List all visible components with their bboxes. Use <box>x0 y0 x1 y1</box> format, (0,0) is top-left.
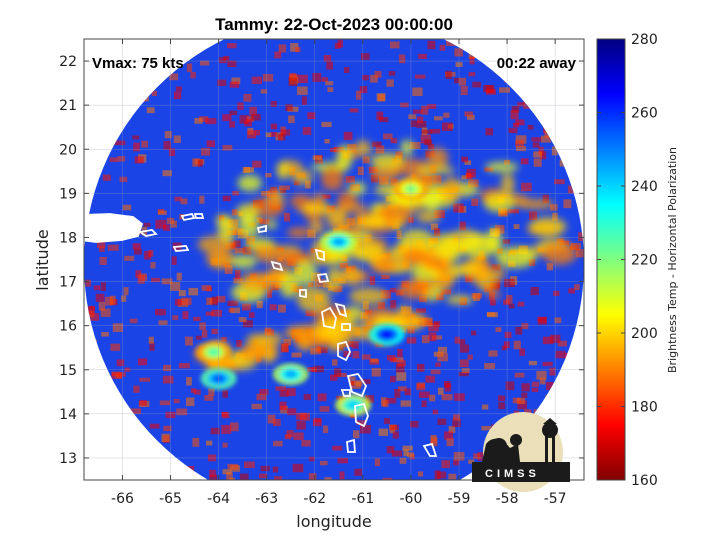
cold-cell <box>320 230 357 253</box>
coastline <box>137 229 158 237</box>
x-tick-label: -64 <box>207 491 230 507</box>
coastline <box>270 260 284 272</box>
cold-cells <box>195 177 429 417</box>
y-tick-label: 20 <box>59 142 77 158</box>
coastline <box>321 306 337 330</box>
x-tick-label: -63 <box>255 491 278 507</box>
grid-lines <box>84 39 584 480</box>
colorbar-tick-label: 280 <box>631 32 658 48</box>
x-tick-label: -60 <box>399 491 422 507</box>
coastline <box>346 372 368 398</box>
y-tick-labels: 13 14 15 16 17 18 19 20 21 22 <box>59 54 77 467</box>
y-tick-label: 16 <box>59 319 77 335</box>
x-tick-label: -62 <box>303 491 326 507</box>
x-tick-labels: -66 -65 -64 -63 -62 -61 -60 -59 -58 -57 <box>111 491 567 507</box>
coastline <box>337 340 351 362</box>
vmax-annotation: Vmax: 75 kts <box>92 55 184 72</box>
coastline <box>341 323 351 331</box>
coastline <box>422 442 438 457</box>
coastline <box>180 212 196 222</box>
colorbar-label: Brightness Temp - Horizontal Polarizatio… <box>666 147 679 373</box>
cimss-logo: CIMSS <box>472 412 570 492</box>
y-tick-label: 18 <box>59 230 77 246</box>
coastline <box>354 402 369 428</box>
x-tick-label: -66 <box>111 491 134 507</box>
y-tick-label: 15 <box>59 363 77 379</box>
axis-ticks <box>84 39 584 480</box>
colorbar-tick-label: 200 <box>631 326 658 342</box>
colorbar-gradient <box>596 38 626 481</box>
y-tick-label: 17 <box>59 275 77 291</box>
coastline <box>172 245 190 252</box>
coastline <box>316 273 330 283</box>
y-axis-label: latitude <box>33 229 52 290</box>
x-tick-label: -57 <box>544 491 567 507</box>
x-tick-label: -61 <box>351 491 374 507</box>
x-axis-label: longitude <box>296 512 371 531</box>
coastline <box>314 248 325 262</box>
colorbar-tick-label: 220 <box>631 253 658 269</box>
coastline <box>193 213 205 219</box>
colorbar-tick-label: 260 <box>631 106 658 122</box>
cold-cell <box>272 363 309 386</box>
y-tick-label: 19 <box>59 186 77 202</box>
colorbar-tick-label: 180 <box>631 400 658 416</box>
logo-text: CIMSS <box>485 468 540 480</box>
x-tick-label: -65 <box>159 491 182 507</box>
coastline <box>299 289 307 299</box>
coastline <box>334 302 348 318</box>
cold-cell <box>368 323 405 346</box>
colorbar-tick-label: 240 <box>631 179 658 195</box>
y-tick-label: 13 <box>59 451 77 467</box>
y-tick-label: 21 <box>59 98 77 114</box>
coastline <box>340 389 351 397</box>
colorbar: 160 180 200 220 240 260 280 Brightness Temp - … <box>596 32 679 489</box>
coastline <box>256 224 267 234</box>
x-tick-label: -58 <box>496 491 519 507</box>
y-tick-label: 22 <box>59 54 77 70</box>
colorbar-tick-label: 160 <box>631 473 658 489</box>
plot-area: -66 -65 -64 -63 -62 -61 -60 -59 -58 -57 131415161… <box>33 38 585 531</box>
cold-cell <box>195 341 232 364</box>
plot-frame <box>83 38 585 481</box>
x-tick-label: -59 <box>448 491 471 507</box>
y-tick-label: 14 <box>59 407 77 423</box>
coastline <box>346 438 356 453</box>
chart-title: Tammy: 22-Oct-2023 00:00:00 <box>215 15 453 34</box>
time-offset-annotation: 00:22 away <box>497 55 577 72</box>
microwave-swath <box>84 39 584 480</box>
colorbar-ticks: 160 180 200 220 240 260 280 <box>597 32 658 489</box>
coastlines <box>84 212 438 457</box>
cold-cell <box>335 394 372 417</box>
